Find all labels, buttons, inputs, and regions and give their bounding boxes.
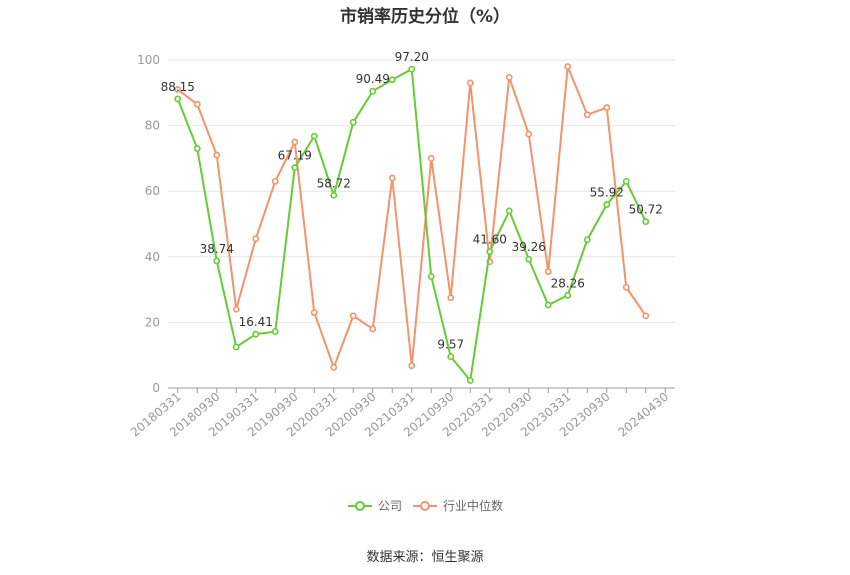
data-point (388, 174, 396, 182)
data-point (603, 201, 611, 208)
data-label: 38.74 (200, 242, 234, 256)
data-point (622, 177, 630, 185)
data-point (447, 294, 455, 302)
data-point (330, 191, 338, 199)
data-point (447, 353, 455, 361)
y-tick-label: 20 (145, 315, 160, 329)
data-point (271, 177, 279, 185)
data-point (486, 248, 494, 255)
data-point (271, 328, 279, 335)
data-point (310, 309, 318, 316)
data-point (564, 291, 572, 299)
data-point (466, 79, 474, 87)
data-point (232, 305, 240, 313)
data-point (213, 257, 221, 265)
data-point (622, 283, 630, 291)
data-point (466, 377, 474, 384)
data-label: 88.15 (161, 80, 195, 94)
legend-label: 行业中位数 (443, 498, 503, 513)
series-line-0 (176, 68, 647, 382)
data-point (349, 118, 357, 126)
y-tick-label: 40 (145, 250, 160, 264)
data-point (583, 236, 591, 244)
data-label: 67.19 (278, 149, 312, 163)
data-point (408, 65, 416, 73)
data-label: 41.60 (473, 233, 507, 247)
data-point (642, 218, 650, 226)
data-source-note: 数据来源：恒生聚源 (366, 550, 484, 565)
data-label: 39.26 (512, 240, 546, 254)
legend-label: 公司 (378, 499, 402, 513)
data-label: 97.20 (395, 50, 429, 64)
data-point (525, 255, 533, 263)
data-point (291, 164, 299, 172)
data-point (388, 76, 396, 84)
data-point (369, 87, 377, 95)
data-point (174, 95, 182, 103)
data-point (291, 138, 299, 146)
data-point (505, 207, 513, 215)
x-tick-label: 20240430 (615, 390, 671, 440)
data-point (349, 312, 357, 320)
legend-swatch-marker (355, 501, 365, 511)
data-point (642, 312, 650, 320)
data-point (505, 73, 513, 81)
data-point (369, 325, 377, 333)
data-point (583, 111, 591, 119)
data-point (232, 343, 240, 351)
data-point (252, 235, 260, 243)
data-point (330, 363, 338, 371)
y-tick-label: 60 (145, 184, 160, 198)
data-point (193, 100, 201, 108)
data-label: 90.49 (356, 72, 390, 86)
data-point (544, 268, 552, 275)
data-point (174, 86, 182, 93)
y-tick-label: 80 (145, 119, 160, 133)
data-point (427, 154, 435, 162)
data-point (564, 63, 572, 70)
data-label: 50.72 (629, 203, 663, 217)
data-point (427, 273, 435, 280)
data-point (213, 151, 221, 159)
data-label: 55.92 (590, 186, 624, 200)
y-tick-label: 0 (152, 381, 160, 395)
legend-swatch-marker (420, 501, 430, 511)
chart-title: 市销率历史分位（%） (339, 7, 511, 27)
data-label: 58.72 (317, 176, 351, 190)
data-label: 28.26 (551, 276, 585, 290)
y-tick-label: 100 (137, 53, 160, 67)
data-point (603, 104, 611, 111)
data-point (310, 132, 318, 140)
data-point (252, 330, 260, 338)
data-label: 9.57 (437, 338, 464, 352)
data-point (544, 301, 552, 309)
data-point (193, 145, 201, 152)
data-point (408, 362, 416, 370)
data-point (525, 130, 533, 138)
data-label: 16.41 (239, 315, 273, 329)
